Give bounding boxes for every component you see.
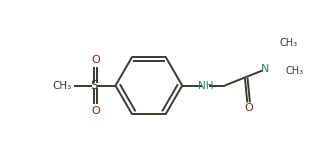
Text: CH₃: CH₃: [52, 81, 71, 91]
Text: O: O: [91, 106, 100, 116]
Text: O: O: [91, 55, 100, 65]
Text: CH₃: CH₃: [280, 38, 298, 48]
Text: NH: NH: [198, 81, 213, 91]
Text: CH₃: CH₃: [285, 66, 304, 76]
Text: N: N: [261, 64, 269, 74]
Text: O: O: [244, 103, 253, 113]
Text: S: S: [91, 79, 98, 92]
